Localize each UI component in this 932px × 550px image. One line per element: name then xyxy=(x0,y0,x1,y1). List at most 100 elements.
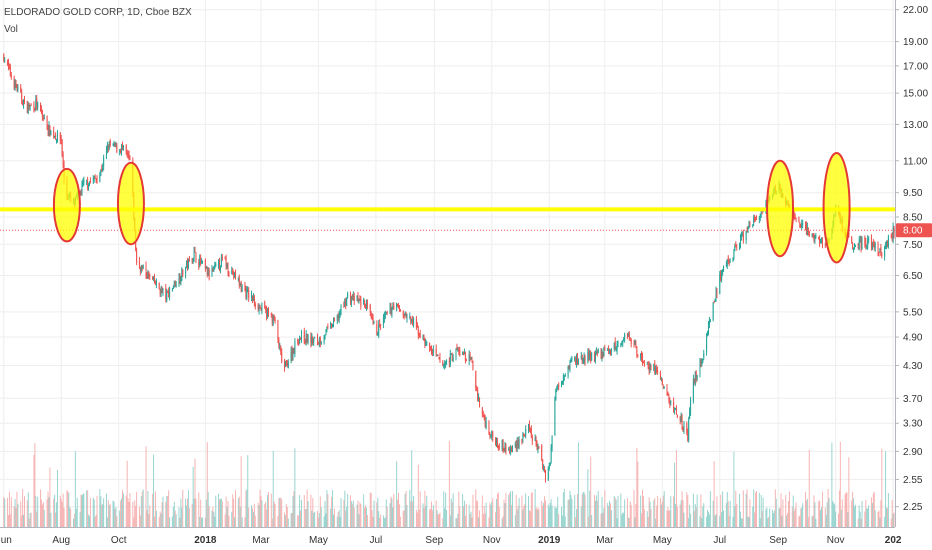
volume-bar xyxy=(608,506,610,527)
candle-body xyxy=(13,78,15,88)
candle-body xyxy=(359,298,361,301)
volume-bar xyxy=(136,491,138,527)
volume-bar xyxy=(155,510,157,527)
volume-bar xyxy=(300,510,302,527)
volume-bar xyxy=(642,490,644,527)
candle-body xyxy=(241,286,243,292)
candle-body xyxy=(654,363,656,373)
candle-body xyxy=(528,424,530,429)
volume-bar xyxy=(885,451,887,527)
candle-body xyxy=(821,240,823,242)
volume-bar xyxy=(853,498,855,527)
volume-bar xyxy=(696,494,698,527)
volume-bar xyxy=(405,491,407,527)
volume-bar xyxy=(281,499,283,527)
volume-bar xyxy=(106,517,108,527)
candle-body xyxy=(412,319,414,326)
volume-bar xyxy=(212,507,214,527)
time-axis[interactable]: Jun Aug Oct 2018 Mar May Jul Sep Nov 2019 Mar May Ju… xyxy=(0,527,902,547)
candle-body xyxy=(610,349,612,352)
candle-body xyxy=(515,443,517,450)
candle-body xyxy=(715,290,717,302)
candle-body xyxy=(793,212,795,219)
candle-body xyxy=(258,305,260,311)
volume-bar xyxy=(681,491,683,527)
candle-body xyxy=(761,211,763,213)
volume-bar xyxy=(35,495,37,527)
volume-bar xyxy=(800,508,802,527)
candle-body xyxy=(574,358,576,360)
candle-body xyxy=(178,274,180,286)
candle-body xyxy=(682,427,684,430)
volume-bar xyxy=(246,489,248,527)
candle-body xyxy=(195,252,197,261)
volume-bar xyxy=(214,516,216,527)
volume-bar xyxy=(109,503,111,527)
volume-bar xyxy=(438,514,440,527)
candle-body xyxy=(300,332,302,341)
candle-body xyxy=(485,421,487,428)
candle-body xyxy=(629,338,631,340)
candle-body xyxy=(344,298,346,307)
volume-bar xyxy=(483,505,485,527)
candle-body xyxy=(765,203,767,210)
candle-body xyxy=(377,333,379,336)
candle-body xyxy=(214,264,216,266)
x-tick-label: 2019 xyxy=(538,535,561,546)
candle-body xyxy=(233,273,235,277)
volume-bar xyxy=(22,489,24,527)
candle-body xyxy=(126,152,128,154)
candle-body xyxy=(264,302,266,308)
volume-bar xyxy=(234,517,236,527)
candle-body xyxy=(475,370,477,388)
candle-body xyxy=(142,265,144,269)
volume-bar xyxy=(219,499,221,527)
volume-bar xyxy=(860,518,862,527)
candle-body xyxy=(30,104,32,106)
volume-bar xyxy=(482,514,484,527)
volume-bar xyxy=(264,503,266,527)
volume-bar xyxy=(312,498,314,527)
volume-bar xyxy=(251,508,253,527)
volume-bar xyxy=(564,516,566,527)
candle-body xyxy=(502,440,504,451)
candle-body xyxy=(226,263,228,266)
candle-body xyxy=(392,306,394,308)
volume-bar xyxy=(868,505,870,527)
candle-body xyxy=(356,295,358,300)
volume-bar xyxy=(316,510,318,527)
volume-bar xyxy=(277,515,279,527)
x-tick-label: Aug xyxy=(52,535,70,546)
volume-bar xyxy=(201,517,203,527)
volume-bar xyxy=(94,516,96,527)
volume-bar xyxy=(478,517,480,527)
volume-bar xyxy=(795,502,797,527)
volume-bar xyxy=(805,491,806,527)
volume-bar xyxy=(824,507,826,527)
candle-body xyxy=(15,81,17,87)
candle-body xyxy=(337,316,339,319)
candle-body xyxy=(732,258,734,262)
candle-body xyxy=(735,245,737,247)
volume-bar xyxy=(604,490,606,527)
volume-bar xyxy=(801,507,803,527)
candle-body xyxy=(109,140,111,146)
candle-body xyxy=(813,234,815,241)
candle-body xyxy=(488,422,490,435)
candle-body xyxy=(614,341,616,350)
price-axis[interactable]: 22.00 19.00 17.00 15.00 13.00 11.00 9.50 8.50 7.… xyxy=(895,0,932,550)
volume-bar xyxy=(712,500,714,527)
symbol-title[interactable]: ELDORADO GOLD CORP, 1D, Cboe BZX xyxy=(4,7,192,18)
volume-indicator-label[interactable]: Vol xyxy=(4,24,18,35)
candle-body xyxy=(415,319,417,327)
candle-body xyxy=(40,109,42,114)
candle-body xyxy=(576,356,578,364)
candle-body xyxy=(410,316,412,322)
volume-bar xyxy=(714,515,716,527)
volume-bar xyxy=(36,511,38,527)
candle-body xyxy=(719,274,721,294)
volume-bar xyxy=(772,513,774,527)
volume-bar xyxy=(508,495,510,527)
candle-body xyxy=(476,388,478,391)
